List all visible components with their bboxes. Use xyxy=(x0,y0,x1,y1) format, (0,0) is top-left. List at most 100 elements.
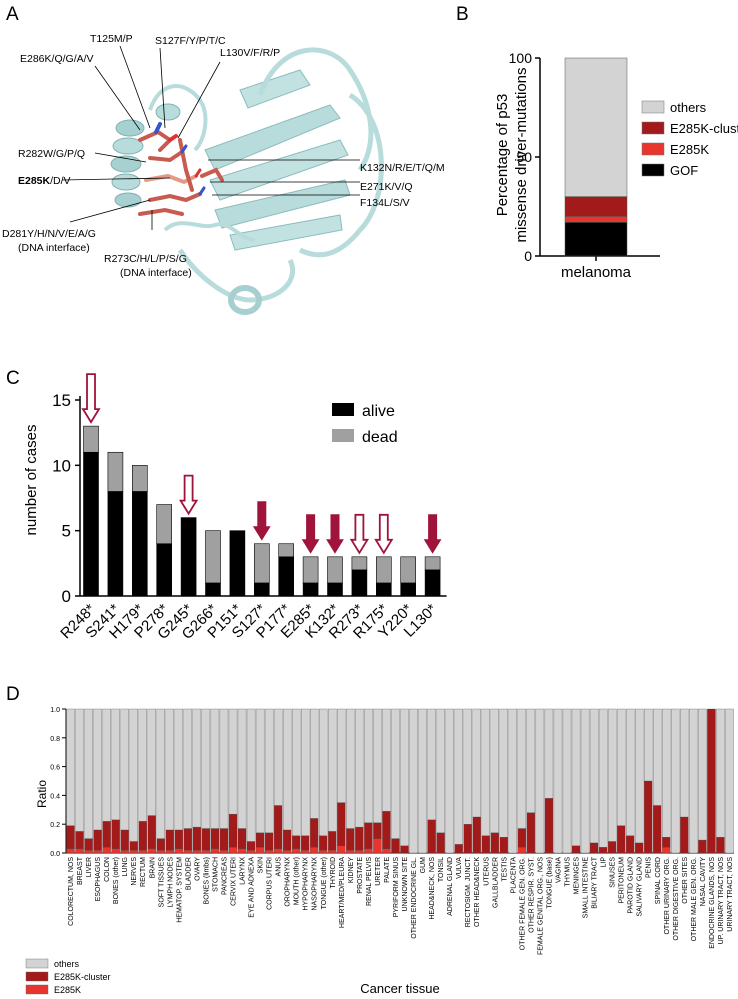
panel-d-bar-others xyxy=(282,708,292,831)
panel-d-bar-others xyxy=(671,708,680,854)
panel-d-bar-e285k xyxy=(282,849,292,854)
label-d281: D281Y/H/N/V/E/A/G xyxy=(2,228,96,240)
panel-d: D Ratio 0.0 0.2 0.4 0.6 0.8 1.0 COLORECTUM, N… xyxy=(6,684,734,996)
panel-d-x-tick-label: BONES (limbs) xyxy=(203,857,210,904)
panel-c-bar-alive xyxy=(351,569,368,597)
panel-d-y-tick-label: 0.4 xyxy=(50,793,60,800)
panel-d-bar-others xyxy=(725,708,734,854)
panel-c-bar-alive xyxy=(400,582,417,597)
panel-d-bar-e285k xyxy=(255,847,265,854)
panel-c-bar-alive xyxy=(302,582,319,597)
panel-d-bar-others xyxy=(129,708,138,842)
panel-d-bar-others xyxy=(102,708,111,822)
panel-d-x-tick-label: ENDOCRINE GLANDS, NOS xyxy=(709,857,716,949)
panel-c-bar-dead xyxy=(83,425,99,453)
label-e286: E286K/Q/G/A/V xyxy=(20,53,94,65)
panel-c-bar-alive xyxy=(107,491,124,597)
panel-c-legend-swatch-dead xyxy=(332,429,354,442)
panel-a-leader-lines xyxy=(61,45,360,230)
panel-d-x-tick-label: LIVER xyxy=(86,857,93,877)
panel-c-arrow-open xyxy=(374,513,394,555)
panel-d-bar-e285k-cluster xyxy=(192,826,202,851)
panel-b-ylabel-line2: missense driver-mutations xyxy=(513,67,530,242)
panel-d-bar-others xyxy=(625,708,635,836)
label-d281-sub: (DNA interface) xyxy=(18,242,90,254)
panel-d-bar-e285k-cluster xyxy=(382,811,391,849)
panel-d-legend-label-e285k-cluster: E285K-cluster xyxy=(54,972,111,982)
panel-c-legend-label-dead: dead xyxy=(362,429,398,446)
panel-d-bar-others xyxy=(201,708,211,829)
panel-d-bar-e285k-cluster xyxy=(75,831,84,849)
panel-c-xlabels: R248*S241*H179*P278*G245*G266*P151*S127*… xyxy=(57,601,440,643)
panel-d-x-tick-label: HEART/MED/PLEURA xyxy=(339,857,346,928)
panel-d-bar-e285k xyxy=(219,849,229,854)
panel-c-y-tick-label: 0 xyxy=(62,587,71,606)
panel-d-bar-others xyxy=(246,708,256,842)
panel-d-x-tick-label: CERVIX UTERI xyxy=(231,857,238,906)
panel-c-bar-dead xyxy=(254,543,270,584)
panel-d-bar-others xyxy=(481,708,490,836)
panel-d-bar-e285k xyxy=(165,849,175,854)
panel-d-bar-others xyxy=(84,708,93,839)
panel-d-bar-e285k-cluster xyxy=(607,841,617,854)
panel-c-arrow-filled xyxy=(301,514,320,554)
panel-d-bar-others xyxy=(273,708,283,806)
panel-d-bar-e285k xyxy=(174,848,184,854)
panel-d-bar-others xyxy=(508,708,518,854)
panel-d-bar-e285k-cluster xyxy=(228,813,238,848)
panel-d-bar-e285k-cluster xyxy=(120,829,129,851)
panel-c-ylabel: number of cases xyxy=(23,425,40,536)
panel-d-xlabels: COLORECTUM, NOS BREAST LIVER ESOPHAGUS COLON… xyxy=(68,856,734,955)
panel-c-y-tick-label: 10 xyxy=(52,456,71,475)
label-t125: T125M/P xyxy=(90,33,133,45)
panel-d-legend-label-e285k: E285K xyxy=(54,985,81,995)
panel-c-letter: C xyxy=(6,368,20,389)
panel-d-x-tick-label: MENINGES xyxy=(574,857,581,895)
panel-b-bar-gof xyxy=(564,222,628,257)
panel-d-y-tick-label: 0.2 xyxy=(50,822,60,829)
panel-d-y-tick-label: 0.6 xyxy=(50,765,60,772)
panel-d-bar-e285k xyxy=(301,849,310,854)
panel-d-x-tick-label: SMALL INTESTINE xyxy=(583,857,590,919)
panel-b-y-tick-label: 100 xyxy=(509,50,533,66)
panel-d-bar-e285k-cluster xyxy=(698,839,707,854)
loop-top xyxy=(257,47,374,172)
panel-c-bar-dead xyxy=(107,451,124,492)
panel-d-bar-others xyxy=(391,708,400,839)
panel-d-x-tick-label: PROSTATE xyxy=(357,857,364,894)
panel-d-legend-label-others: others xyxy=(54,959,80,969)
label-e285-rest: /D/V xyxy=(50,175,70,187)
panel-d-bar-e285k-cluster xyxy=(707,708,716,854)
beta-sheet-1 xyxy=(204,104,341,171)
label-e285: E285K/D/V xyxy=(18,175,71,187)
panel-d-bar-e285k-cluster xyxy=(454,844,463,854)
panel-d-legend-swatch-e285k xyxy=(25,984,49,995)
panel-d-bar-e285k-cluster xyxy=(517,828,527,848)
panel-d-bar-e285k-cluster xyxy=(544,798,554,854)
panel-d-bar-e285k-cluster xyxy=(391,838,400,854)
panel-d-bar-e285k-cluster xyxy=(427,819,436,854)
panel-d-bar-e285k-cluster xyxy=(174,829,184,849)
panel-d-bar-others xyxy=(255,708,265,833)
panel-d-bar-others xyxy=(373,708,382,823)
label-k132: K132N/R/E/T/Q/M xyxy=(360,162,445,174)
panel-c-bar-dead xyxy=(400,556,417,584)
panel-d-bar-others xyxy=(698,708,707,841)
panel-d-x-tick-label: SOFT TISSUES xyxy=(158,857,165,908)
panel-d-x-tick-label: RENAL PELVIS xyxy=(366,857,373,906)
panel-d-bar-others xyxy=(219,708,229,829)
panel-d-bar-others xyxy=(409,708,418,854)
panel-d-xlabel: Cancer tissue xyxy=(360,981,439,996)
panel-d-bar-e285k xyxy=(373,838,382,854)
panel-d-bar-e285k-cluster xyxy=(571,845,581,854)
panel-d-bar-e285k xyxy=(382,848,391,854)
panel-d-bar-others xyxy=(138,708,147,822)
panel-d-bar-e285k-cluster xyxy=(400,845,409,854)
panel-c-y-tick-label: 15 xyxy=(52,391,71,410)
panel-d-x-tick-label: OTHER FEMALE GEN. ORG. xyxy=(519,857,526,950)
panel-d-bar-others xyxy=(337,708,346,803)
panel-d-bar-e285k xyxy=(102,847,111,854)
panel-d-bar-others xyxy=(535,708,545,854)
panel-d-legend-swatch-e285k-cluster xyxy=(25,971,49,982)
